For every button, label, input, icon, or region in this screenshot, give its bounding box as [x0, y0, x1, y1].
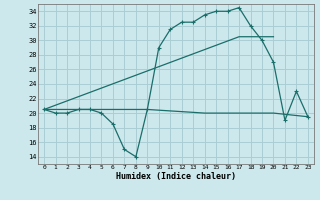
X-axis label: Humidex (Indice chaleur): Humidex (Indice chaleur) — [116, 172, 236, 181]
